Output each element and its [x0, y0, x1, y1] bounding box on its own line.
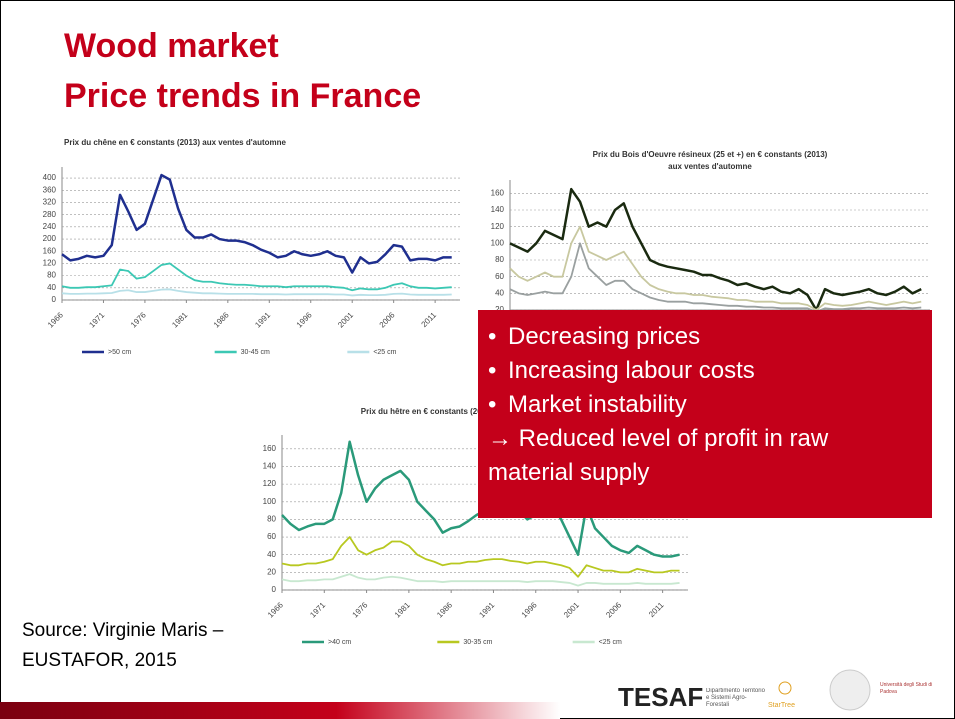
x-tick-label: 2006	[604, 600, 623, 619]
x-tick-label: 1981	[170, 310, 189, 329]
y-tick-label: 0	[272, 585, 277, 594]
legend-label: >50 cm	[108, 349, 131, 356]
series-line	[509, 225, 922, 311]
x-tick-label: 2001	[562, 600, 581, 619]
conclusion: → Reduced level of profit in raw materia…	[488, 425, 829, 486]
y-tick-label: 160	[263, 444, 277, 453]
university-logo: Università degli Studi di Padova	[880, 682, 933, 695]
x-tick-label: 1991	[253, 310, 272, 329]
y-tick-label: 240	[43, 222, 57, 231]
x-tick-label: 1976	[129, 310, 148, 329]
y-tick-label: 120	[263, 479, 277, 488]
department-logo: Dipartimento Territorio e Sistemi Agro-F…	[706, 688, 765, 708]
series-line	[509, 187, 922, 312]
series-line	[509, 242, 922, 313]
y-tick-label: 360	[43, 185, 57, 194]
y-tick-label: 160	[491, 188, 505, 197]
x-tick-label: 1991	[477, 600, 496, 619]
legend-label: 30-45 cm	[241, 349, 270, 356]
x-tick-label: 2006	[378, 310, 397, 329]
slide-title: Wood market	[64, 27, 279, 65]
y-tick-label: 80	[495, 255, 504, 264]
y-tick-label: 60	[495, 272, 504, 281]
series-line	[281, 536, 680, 578]
x-tick-label: 1981	[393, 600, 412, 619]
y-tick-label: 140	[263, 462, 277, 471]
tesaf-logo: TESAF	[618, 682, 703, 712]
x-tick-label: 1996	[520, 600, 539, 619]
startree-logo: StarTree	[768, 702, 795, 709]
legend-label: 30-35 cm	[463, 639, 492, 646]
x-tick-label: 1966	[46, 310, 65, 329]
y-tick-label: 40	[267, 550, 276, 559]
y-tick-label: 20	[495, 305, 504, 314]
series-line	[61, 173, 452, 274]
x-tick-label: 1976	[351, 600, 370, 619]
y-tick-label: 400	[43, 173, 57, 182]
x-tick-label: 1971	[308, 600, 327, 619]
chart-title: aux ventes d'automne	[668, 162, 752, 171]
y-tick-label: 120	[43, 259, 57, 268]
chart-title: Prix du Bois d'Oeuvre résineux (25 et +)…	[593, 150, 828, 159]
y-tick-label: 40	[47, 283, 56, 292]
y-tick-label: 40	[495, 288, 504, 297]
x-tick-label: 1966	[266, 600, 285, 619]
legend-label: >40 cm	[328, 639, 351, 646]
y-tick-label: 100	[263, 497, 277, 506]
legend-label: <25 cm	[373, 349, 396, 356]
bullet: Decreasing prices	[484, 320, 926, 354]
bullet: Increasing labour costs	[484, 354, 926, 388]
y-tick-label: 80	[47, 271, 56, 280]
y-tick-label: 60	[267, 532, 276, 541]
x-tick-label: 1986	[435, 600, 454, 619]
department-wrap: Dipartimento Territorio e Sistemi Agro-F…	[706, 688, 765, 708]
startree-icon	[778, 681, 792, 695]
legend-label: <25 cm	[599, 639, 622, 646]
y-tick-label: 120	[491, 222, 505, 231]
chart-title: Prix du hêtre en € constants (2013) aux …	[361, 407, 580, 416]
y-tick-label: 160	[43, 246, 57, 255]
slide-title: Price trends in France	[64, 77, 422, 115]
y-tick-label: 100	[491, 238, 505, 247]
chart-title: Prix du chêne en € constants (2013) aux …	[64, 138, 287, 147]
series-line	[61, 262, 452, 292]
source: EUSTAFOR, 2015	[22, 650, 177, 671]
university-wrap: Università degli Studi di Padova	[880, 682, 933, 695]
series-line	[281, 573, 680, 587]
university-seal	[829, 669, 871, 711]
x-tick-label: 1971	[87, 310, 106, 329]
y-tick-label: 0	[52, 295, 57, 304]
source: Source: Virginie Maris –	[22, 620, 224, 641]
y-tick-label: 200	[43, 234, 57, 243]
summary-box: Decreasing prices Increasing labour cost…	[478, 310, 932, 518]
y-tick-label: 140	[491, 205, 505, 214]
x-tick-label: 1996	[295, 310, 314, 329]
series-line	[61, 288, 452, 297]
y-tick-label: 320	[43, 198, 57, 207]
x-tick-label: 2011	[420, 310, 439, 329]
x-tick-label: 2001	[336, 310, 355, 329]
x-tick-label: 1986	[212, 310, 231, 329]
y-tick-label: 80	[267, 515, 276, 524]
footer-bar	[0, 702, 560, 719]
y-tick-label: 280	[43, 210, 57, 219]
x-tick-label: 2011	[647, 600, 666, 619]
y-tick-label: 20	[267, 567, 276, 576]
bullet: Market instability	[484, 388, 926, 422]
